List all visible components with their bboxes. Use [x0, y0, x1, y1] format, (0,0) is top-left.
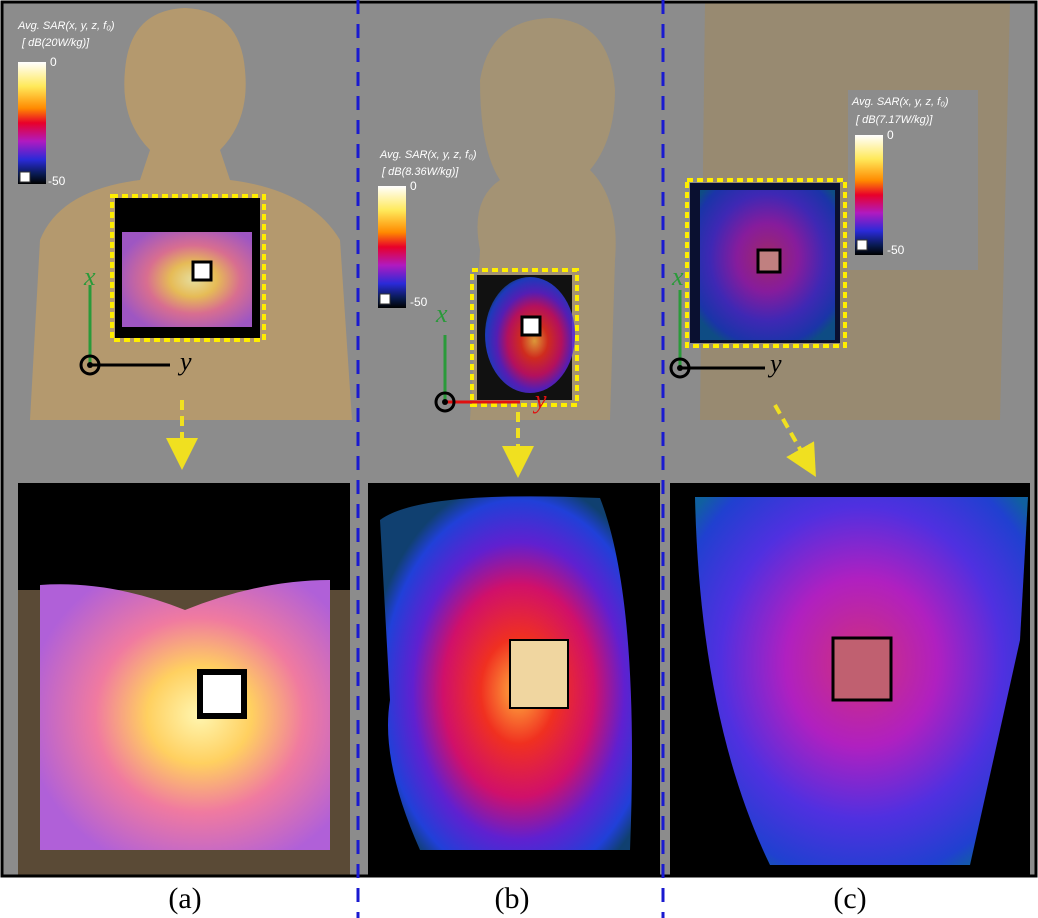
colorbar-unit: [ dB(8.36W/kg)]	[381, 166, 459, 178]
colorbar-max: 0	[50, 55, 57, 69]
colorbar-title: Avg. SAR(x, y, z, f₀)	[379, 149, 477, 161]
caption: (a)	[168, 882, 201, 915]
axis-y-label: y	[177, 347, 192, 376]
caption: (b)	[495, 882, 530, 915]
colorbar-min: -50	[887, 243, 905, 257]
panel-c-render	[671, 2, 1010, 470]
axis-y-label: y	[767, 349, 782, 378]
colorbar-max: 0	[410, 179, 417, 193]
zoom-b	[368, 483, 660, 875]
figure: Avg. SAR(x, y, z, f₀) [ dB(20W/kg)] 0 -5…	[0, 0, 1038, 918]
colorbar-title: Avg. SAR(x, y, z, f₀)	[851, 96, 949, 108]
caption: (c)	[833, 882, 866, 915]
page: {"panels": [ {"colorbar": {"title": "Avg…	[0, 0, 1038, 918]
axis-x-label: x	[435, 299, 448, 328]
colorbar-min: -50	[410, 295, 428, 309]
colorbar-title: Avg. SAR(x, y, z, f₀)	[17, 20, 115, 32]
colorbar-unit: [ dB(20W/kg)]	[21, 37, 90, 49]
colorbar-unit: [ dB(7.17W/kg)]	[855, 114, 933, 126]
zoom-c	[670, 483, 1030, 875]
axis-y-label: y	[532, 385, 547, 414]
zoom-a	[18, 483, 350, 875]
axis-x-label: x	[83, 262, 96, 291]
colorbar-min: -50	[48, 174, 66, 188]
colorbar-max: 0	[887, 128, 894, 142]
axis-x-label: x	[671, 262, 684, 291]
